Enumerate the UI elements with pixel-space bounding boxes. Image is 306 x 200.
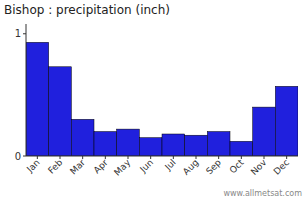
bar bbox=[117, 129, 140, 156]
bar bbox=[139, 138, 162, 156]
x-tick-label: Jul bbox=[162, 157, 177, 172]
x-tick-label: Jan bbox=[24, 157, 42, 175]
x-tick-label: Mar bbox=[68, 157, 87, 176]
bar bbox=[207, 132, 230, 156]
y-tick bbox=[23, 33, 26, 34]
x-tick bbox=[286, 156, 287, 159]
y-axis-line bbox=[26, 24, 27, 156]
title: Bishop : precipitation (inch) bbox=[4, 3, 170, 17]
chart-svg: Bishop : precipitation (inch) 0 1 JanFebMar… bbox=[0, 0, 306, 200]
bars bbox=[26, 42, 298, 156]
watermark: www.allmetsat.com bbox=[224, 189, 303, 198]
x-tick-label: Feb bbox=[46, 157, 65, 176]
x-tick bbox=[173, 156, 174, 159]
bar bbox=[275, 86, 298, 156]
x-tick bbox=[241, 156, 242, 159]
chart-container: Bishop : precipitation (inch) 0 1 JanFebMar… bbox=[0, 0, 306, 200]
x-tick-label: Aug bbox=[181, 157, 201, 177]
x-tick-label: Sep bbox=[204, 157, 223, 176]
x-tick-label: Nov bbox=[249, 157, 269, 177]
x-tick-label: Oct bbox=[228, 157, 246, 175]
x-tick-label: Jun bbox=[137, 157, 155, 175]
x-tick bbox=[218, 156, 219, 159]
x-tick bbox=[37, 156, 38, 159]
x-axis-line bbox=[26, 156, 298, 157]
bar bbox=[230, 141, 253, 156]
x-tick bbox=[196, 156, 197, 159]
y-tick bbox=[23, 156, 26, 157]
bar bbox=[94, 132, 117, 156]
x-tick bbox=[60, 156, 61, 159]
bar bbox=[71, 119, 94, 156]
x-tick bbox=[264, 156, 265, 159]
bar bbox=[253, 107, 276, 156]
y-tick-label: 0 bbox=[15, 151, 21, 162]
x-tick bbox=[150, 156, 151, 159]
x-tick-label: Apr bbox=[92, 157, 110, 175]
x-tick-label: Dec bbox=[272, 157, 291, 176]
x-tick bbox=[82, 156, 83, 159]
y-tick-label: 1 bbox=[15, 28, 21, 39]
x-tick bbox=[105, 156, 106, 159]
bar bbox=[162, 134, 185, 156]
x-tick-label: May bbox=[112, 157, 133, 178]
bar bbox=[26, 42, 49, 156]
bar bbox=[49, 67, 72, 156]
bar bbox=[185, 135, 208, 156]
x-tick bbox=[128, 156, 129, 159]
